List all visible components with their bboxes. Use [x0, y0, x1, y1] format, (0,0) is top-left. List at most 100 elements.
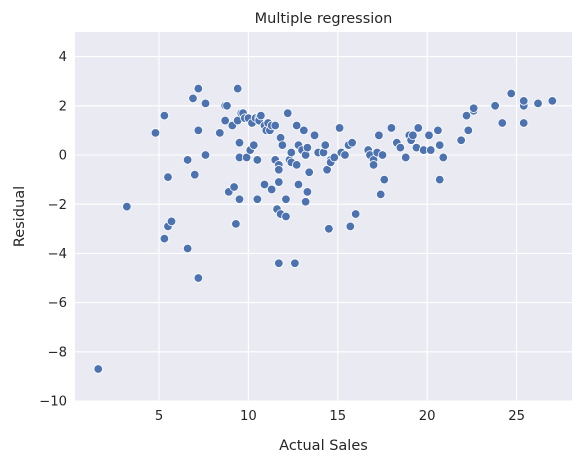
data-point: [274, 165, 284, 175]
data-point: [291, 120, 302, 131]
x-tick-label: 20: [419, 409, 436, 424]
data-point: [193, 83, 204, 94]
x-tick-label: 15: [329, 409, 346, 424]
data-point: [270, 120, 280, 131]
data-point: [345, 221, 356, 232]
data-point: [320, 140, 330, 150]
data-point: [408, 130, 418, 141]
data-point: [468, 103, 479, 113]
data-point: [302, 142, 313, 153]
y-tick-label: 2: [59, 99, 67, 114]
data-point: [290, 258, 300, 268]
data-point: [304, 167, 314, 177]
chart-title: Multiple regression: [255, 11, 393, 27]
data-point: [300, 197, 311, 207]
data-point: [252, 155, 263, 165]
data-point: [222, 101, 232, 111]
data-point: [299, 125, 309, 136]
y-tick-label: −2: [48, 198, 67, 213]
data-point: [182, 243, 193, 254]
y-tick-label: −8: [48, 345, 67, 360]
data-point: [249, 140, 259, 150]
data-point: [322, 165, 332, 175]
gridlines: [75, 32, 572, 402]
data-point: [234, 194, 245, 204]
data-point: [376, 189, 386, 200]
data-point: [401, 152, 411, 163]
data-point: [122, 201, 132, 212]
data-point: [215, 128, 225, 138]
data-point: [274, 177, 284, 187]
data-point: [291, 160, 302, 170]
data-point: [461, 110, 472, 121]
data-point: [252, 194, 263, 204]
data-point: [93, 364, 103, 374]
data-point: [368, 160, 379, 170]
x-tick-labels: 5 10 15 20 25: [155, 409, 525, 424]
y-tick-labels: −10 −8 −6 −4 −2 0 2 4: [39, 50, 67, 409]
y-tick-label: 4: [59, 50, 67, 65]
data-points: [93, 83, 558, 374]
x-tick-label: 25: [508, 409, 525, 424]
data-point: [283, 108, 293, 118]
data-point: [193, 125, 204, 136]
data-point: [266, 184, 277, 195]
data-point: [424, 130, 434, 141]
data-point: [547, 96, 558, 106]
data-point: [463, 125, 474, 136]
data-point: [377, 150, 388, 160]
data-point: [435, 140, 445, 150]
data-point: [200, 150, 211, 160]
data-point: [293, 179, 304, 190]
plot-area: [75, 32, 572, 401]
data-point: [281, 211, 291, 222]
data-point: [350, 209, 361, 219]
data-point: [456, 135, 466, 145]
data-point: [166, 216, 177, 227]
data-point: [497, 118, 507, 128]
data-point: [286, 147, 297, 158]
data-point: [426, 145, 436, 155]
x-tick-label: 10: [240, 409, 257, 424]
data-point: [413, 123, 423, 133]
data-point: [274, 258, 284, 268]
data-point: [374, 130, 384, 141]
data-point: [533, 98, 543, 109]
data-point: [188, 93, 198, 104]
data-point: [159, 110, 170, 121]
data-point: [281, 194, 291, 204]
y-axis-label: Residual: [12, 186, 28, 247]
data-point: [150, 128, 161, 138]
data-point: [519, 118, 529, 128]
data-point: [302, 187, 313, 197]
data-point: [229, 182, 239, 192]
data-point: [163, 172, 173, 182]
y-tick-label: 0: [59, 149, 67, 164]
data-point: [220, 115, 230, 126]
data-point: [193, 273, 204, 283]
data-point: [347, 137, 357, 148]
data-point: [395, 142, 406, 153]
data-point: [324, 224, 334, 234]
x-axis-label: Actual Sales: [279, 438, 368, 454]
data-point: [182, 155, 193, 165]
data-point: [379, 174, 389, 185]
data-point: [231, 219, 241, 229]
data-point: [232, 83, 243, 94]
data-point: [506, 88, 516, 99]
data-point: [435, 174, 445, 185]
data-point: [329, 152, 339, 163]
data-point: [259, 179, 270, 190]
data-point: [234, 137, 245, 148]
data-point: [386, 123, 397, 133]
y-tick-label: −10: [39, 395, 67, 410]
data-point: [241, 152, 252, 163]
data-point: [200, 98, 211, 109]
data-point: [490, 101, 500, 111]
x-tick-label: 5: [155, 409, 163, 424]
data-point: [256, 110, 266, 121]
data-point: [340, 150, 350, 160]
data-point: [334, 123, 345, 133]
data-point: [433, 125, 443, 136]
y-tick-label: −4: [48, 247, 67, 262]
